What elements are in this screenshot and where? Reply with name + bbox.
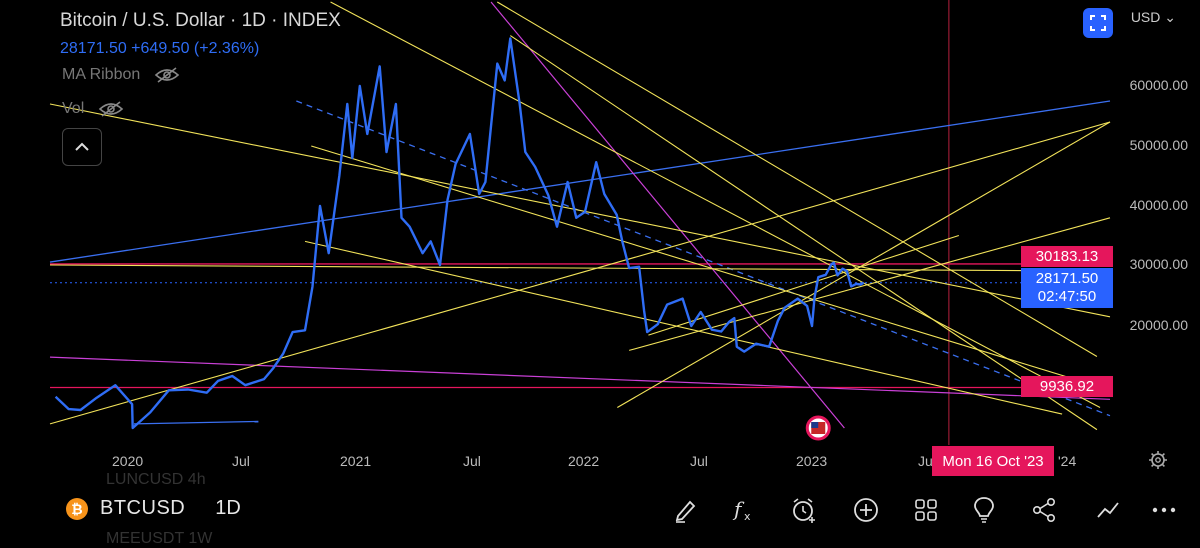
- fullscreen-button[interactable]: [1082, 8, 1113, 38]
- symbol-selector[interactable]: ₿ BTCUSD 1D: [66, 497, 241, 520]
- alarm-clock-icon: [793, 498, 815, 523]
- trendline-yellow: [49, 103, 1111, 318]
- trendline-blue-dashed: [296, 100, 1111, 417]
- y-tick-label: 60000.00: [1129, 77, 1188, 93]
- fullscreen-icon: [1089, 15, 1106, 31]
- y-tick-label: 50000.00: [1129, 137, 1188, 153]
- drawing-tool-button[interactable]: [672, 496, 700, 524]
- currency-label: USD: [1130, 8, 1161, 25]
- x-tick-label: Jul: [463, 453, 481, 469]
- symbol-title[interactable]: Bitcoin / U.S. Dollar · 1D · INDEX: [60, 10, 341, 31]
- trendline-yellow: [496, 1, 1098, 357]
- x-tick-label: 2023: [796, 453, 828, 469]
- eye-hidden-icon[interactable]: [98, 101, 124, 117]
- indicator-ma-label: MA Ribbon: [62, 66, 141, 83]
- x-tick-label: 2022: [568, 453, 600, 469]
- currency-selector[interactable]: USD ⌄: [1131, 9, 1176, 26]
- symbol-name: BTCUSD: [100, 497, 186, 519]
- bitcoin-icon: ₿: [66, 497, 88, 520]
- x-tick-label: 2021: [340, 453, 372, 469]
- indicators-button[interactable]: f x: [730, 496, 758, 524]
- trendline-yellow: [311, 145, 1101, 388]
- x-tick-label: '24: [1058, 453, 1077, 469]
- add-alert-button[interactable]: [790, 496, 818, 524]
- share-button[interactable]: [1030, 496, 1058, 524]
- bar-countdown: 02:47:50: [1037, 288, 1097, 305]
- add-compare-button[interactable]: [852, 496, 880, 524]
- pen-icon: [675, 500, 696, 523]
- chevron-up-icon: [75, 142, 89, 151]
- level-label-low: 9936.92: [1021, 376, 1113, 397]
- current-price-label: 28171.50 02:47:50: [1021, 268, 1113, 308]
- chart-header: Bitcoin / U.S. Dollar · 1D · INDEX 28171…: [60, 10, 341, 58]
- current-price-value: 28171.50: [1035, 270, 1099, 287]
- flag-canton: [811, 422, 819, 428]
- y-tick-label: 20000.00: [1129, 317, 1188, 333]
- interval-label[interactable]: 1D: [215, 497, 241, 519]
- line-chart-icon: [1097, 502, 1119, 518]
- indicator-vol[interactable]: Vol: [62, 100, 124, 118]
- trendline-yellow: [330, 1, 1101, 408]
- trendline-purple: [490, 1, 845, 429]
- trendline-yellow: [628, 217, 1111, 351]
- x-tick-label: Jul: [918, 453, 936, 469]
- trendline-yellow: [49, 121, 1111, 425]
- ghost-symbol-above: LUNCUSD 4h: [106, 471, 206, 488]
- function-icon: f x: [732, 497, 751, 523]
- gear-icon: [1149, 451, 1167, 469]
- crosshair-date-tag: Mon 16 Oct '23: [932, 446, 1054, 476]
- chart-settings-button[interactable]: [1148, 450, 1168, 475]
- trendline-yellow: [510, 35, 1098, 431]
- indicator-vol-label: Vol: [62, 100, 85, 117]
- more-button[interactable]: [1150, 496, 1178, 524]
- price-change: 28171.50 +649.50 (+2.36%): [60, 40, 260, 57]
- eye-hidden-icon[interactable]: [154, 67, 180, 83]
- x-tick-label: Jul: [232, 453, 250, 469]
- trendline-yellow: [49, 264, 1111, 272]
- trendline-blue: [49, 100, 1111, 263]
- ideas-button[interactable]: [970, 496, 998, 524]
- trendline-yellow: [648, 234, 960, 336]
- price-chart[interactable]: [0, 0, 1200, 480]
- support-line-2020: [133, 420, 259, 425]
- plus-circle-icon: [854, 498, 878, 522]
- chart-type-button[interactable]: [1094, 496, 1122, 524]
- trendline-purple: [49, 356, 1111, 400]
- layouts-button[interactable]: [912, 496, 940, 524]
- top-right-controls: USD ⌄: [1082, 8, 1176, 38]
- lightbulb-icon: [974, 497, 994, 523]
- svg-text:x: x: [744, 510, 751, 523]
- ghost-symbol-below: MEEUSDT 1W: [106, 530, 213, 547]
- indicator-ma-ribbon[interactable]: MA Ribbon: [62, 66, 180, 84]
- collapse-legend-button[interactable]: [62, 128, 102, 166]
- y-tick-label: 30000.00: [1129, 256, 1188, 272]
- share-icon: [1032, 497, 1055, 522]
- level-label-high: 30183.13: [1021, 246, 1113, 267]
- grid-icon: [915, 499, 937, 521]
- trendline-yellow: [617, 121, 1111, 408]
- trendline-yellow: [304, 240, 1063, 415]
- y-tick-label: 40000.00: [1129, 197, 1188, 213]
- price-series-line: [54, 37, 865, 430]
- more-dots-icon: [1152, 507, 1176, 513]
- x-tick-label: Jul: [690, 453, 708, 469]
- chevron-down-icon: ⌄: [1164, 8, 1176, 25]
- x-tick-label: 2020: [112, 453, 144, 469]
